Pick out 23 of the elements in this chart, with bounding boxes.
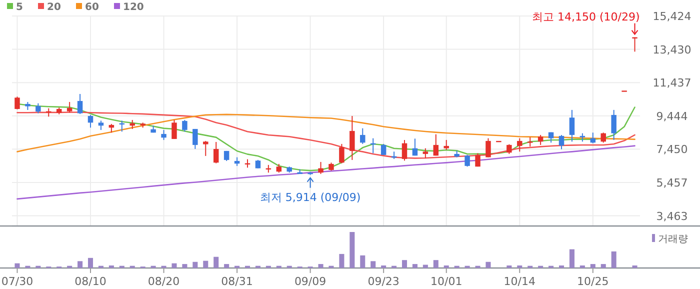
x-tick-label: 07/30 — [1, 275, 34, 288]
x-tick-label: 10/25 — [577, 275, 609, 288]
x-tick-label: 10/01 — [430, 275, 462, 288]
legend-label: 20 — [47, 2, 61, 13]
legend-label: 거래량 — [658, 234, 688, 245]
legend-label: 120 — [123, 2, 144, 13]
x-tick-label: 08/20 — [148, 275, 180, 288]
y-tick-label: 9,444 — [656, 110, 688, 123]
y-tick-label: 5,457 — [656, 176, 688, 190]
legend-label: 60 — [85, 2, 99, 13]
y-tick-label: 7,450 — [656, 143, 688, 156]
x-tick-label: 09/23 — [368, 275, 400, 288]
x-tick-label: 08/31 — [221, 275, 253, 288]
legend-label: 5 — [16, 2, 23, 13]
x-tick-label: 08/10 — [74, 275, 106, 288]
x-tick-label: 10/14 — [504, 275, 536, 288]
annotation: 최고 14,150 (10/29) — [532, 10, 640, 24]
annotation: 최저 5,914 (09/09) — [260, 190, 361, 204]
y-tick-label: 13,430 — [652, 43, 692, 56]
y-tick-label: 3,463 — [656, 210, 688, 223]
y-tick-label: 11,437 — [652, 76, 692, 90]
y-tick-label: 15,424 — [652, 10, 692, 23]
x-tick-label: 09/09 — [294, 275, 326, 288]
